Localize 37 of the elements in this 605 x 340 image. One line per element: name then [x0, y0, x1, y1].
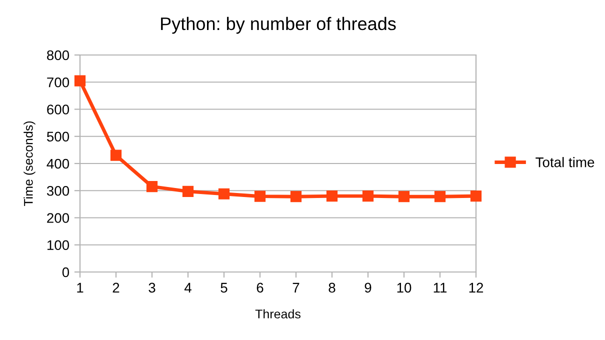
point: [290, 191, 302, 202]
x-tick-label: 10: [397, 282, 412, 293]
point: [254, 190, 266, 202]
x-tick-label: 12: [469, 282, 484, 292]
y-tick-label: 0: [62, 267, 70, 278]
legend-label: Total time: [536, 157, 594, 168]
x-tick-label: 4: [184, 282, 192, 292]
y-tick-label: 400: [46, 158, 70, 169]
point: [362, 190, 374, 202]
point: [326, 190, 338, 202]
point: [182, 186, 194, 197]
y-tick-label: 300: [46, 186, 70, 196]
x-tick-label: 1: [77, 282, 84, 292]
x-tick-label: 3: [148, 282, 156, 293]
x-tick-label: 8: [328, 282, 336, 293]
y-tick-label: 100: [47, 240, 70, 250]
y-tick-label: 700: [47, 77, 70, 88]
x-tick-label: 11: [434, 282, 447, 292]
point: [146, 181, 158, 192]
x-tick-label: 7: [292, 282, 300, 292]
chart-title: Python: by number of threads: [161, 16, 396, 34]
x-tick-label: 2: [112, 282, 120, 292]
y-tick-label: 500: [46, 132, 70, 142]
x-tick-label: 9: [364, 282, 372, 293]
point: [470, 190, 482, 202]
y-tick-label: 200: [47, 213, 70, 223]
y-tick-label: 800: [47, 50, 70, 60]
point: [74, 75, 86, 86]
y-axis-title: Time (seconds): [24, 121, 36, 206]
point: [110, 150, 122, 161]
x-tick-label: 6: [256, 282, 264, 293]
point: [398, 191, 410, 202]
point: [434, 191, 446, 202]
point: [218, 188, 230, 200]
x-axis-title: Threads: [255, 309, 300, 318]
y-tick-label: 600: [47, 104, 70, 114]
x-tick-label: 5: [220, 282, 228, 293]
